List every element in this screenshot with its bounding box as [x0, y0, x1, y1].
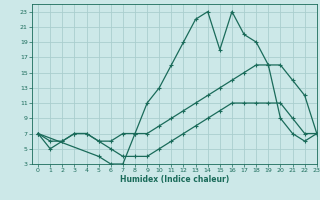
X-axis label: Humidex (Indice chaleur): Humidex (Indice chaleur)	[120, 175, 229, 184]
